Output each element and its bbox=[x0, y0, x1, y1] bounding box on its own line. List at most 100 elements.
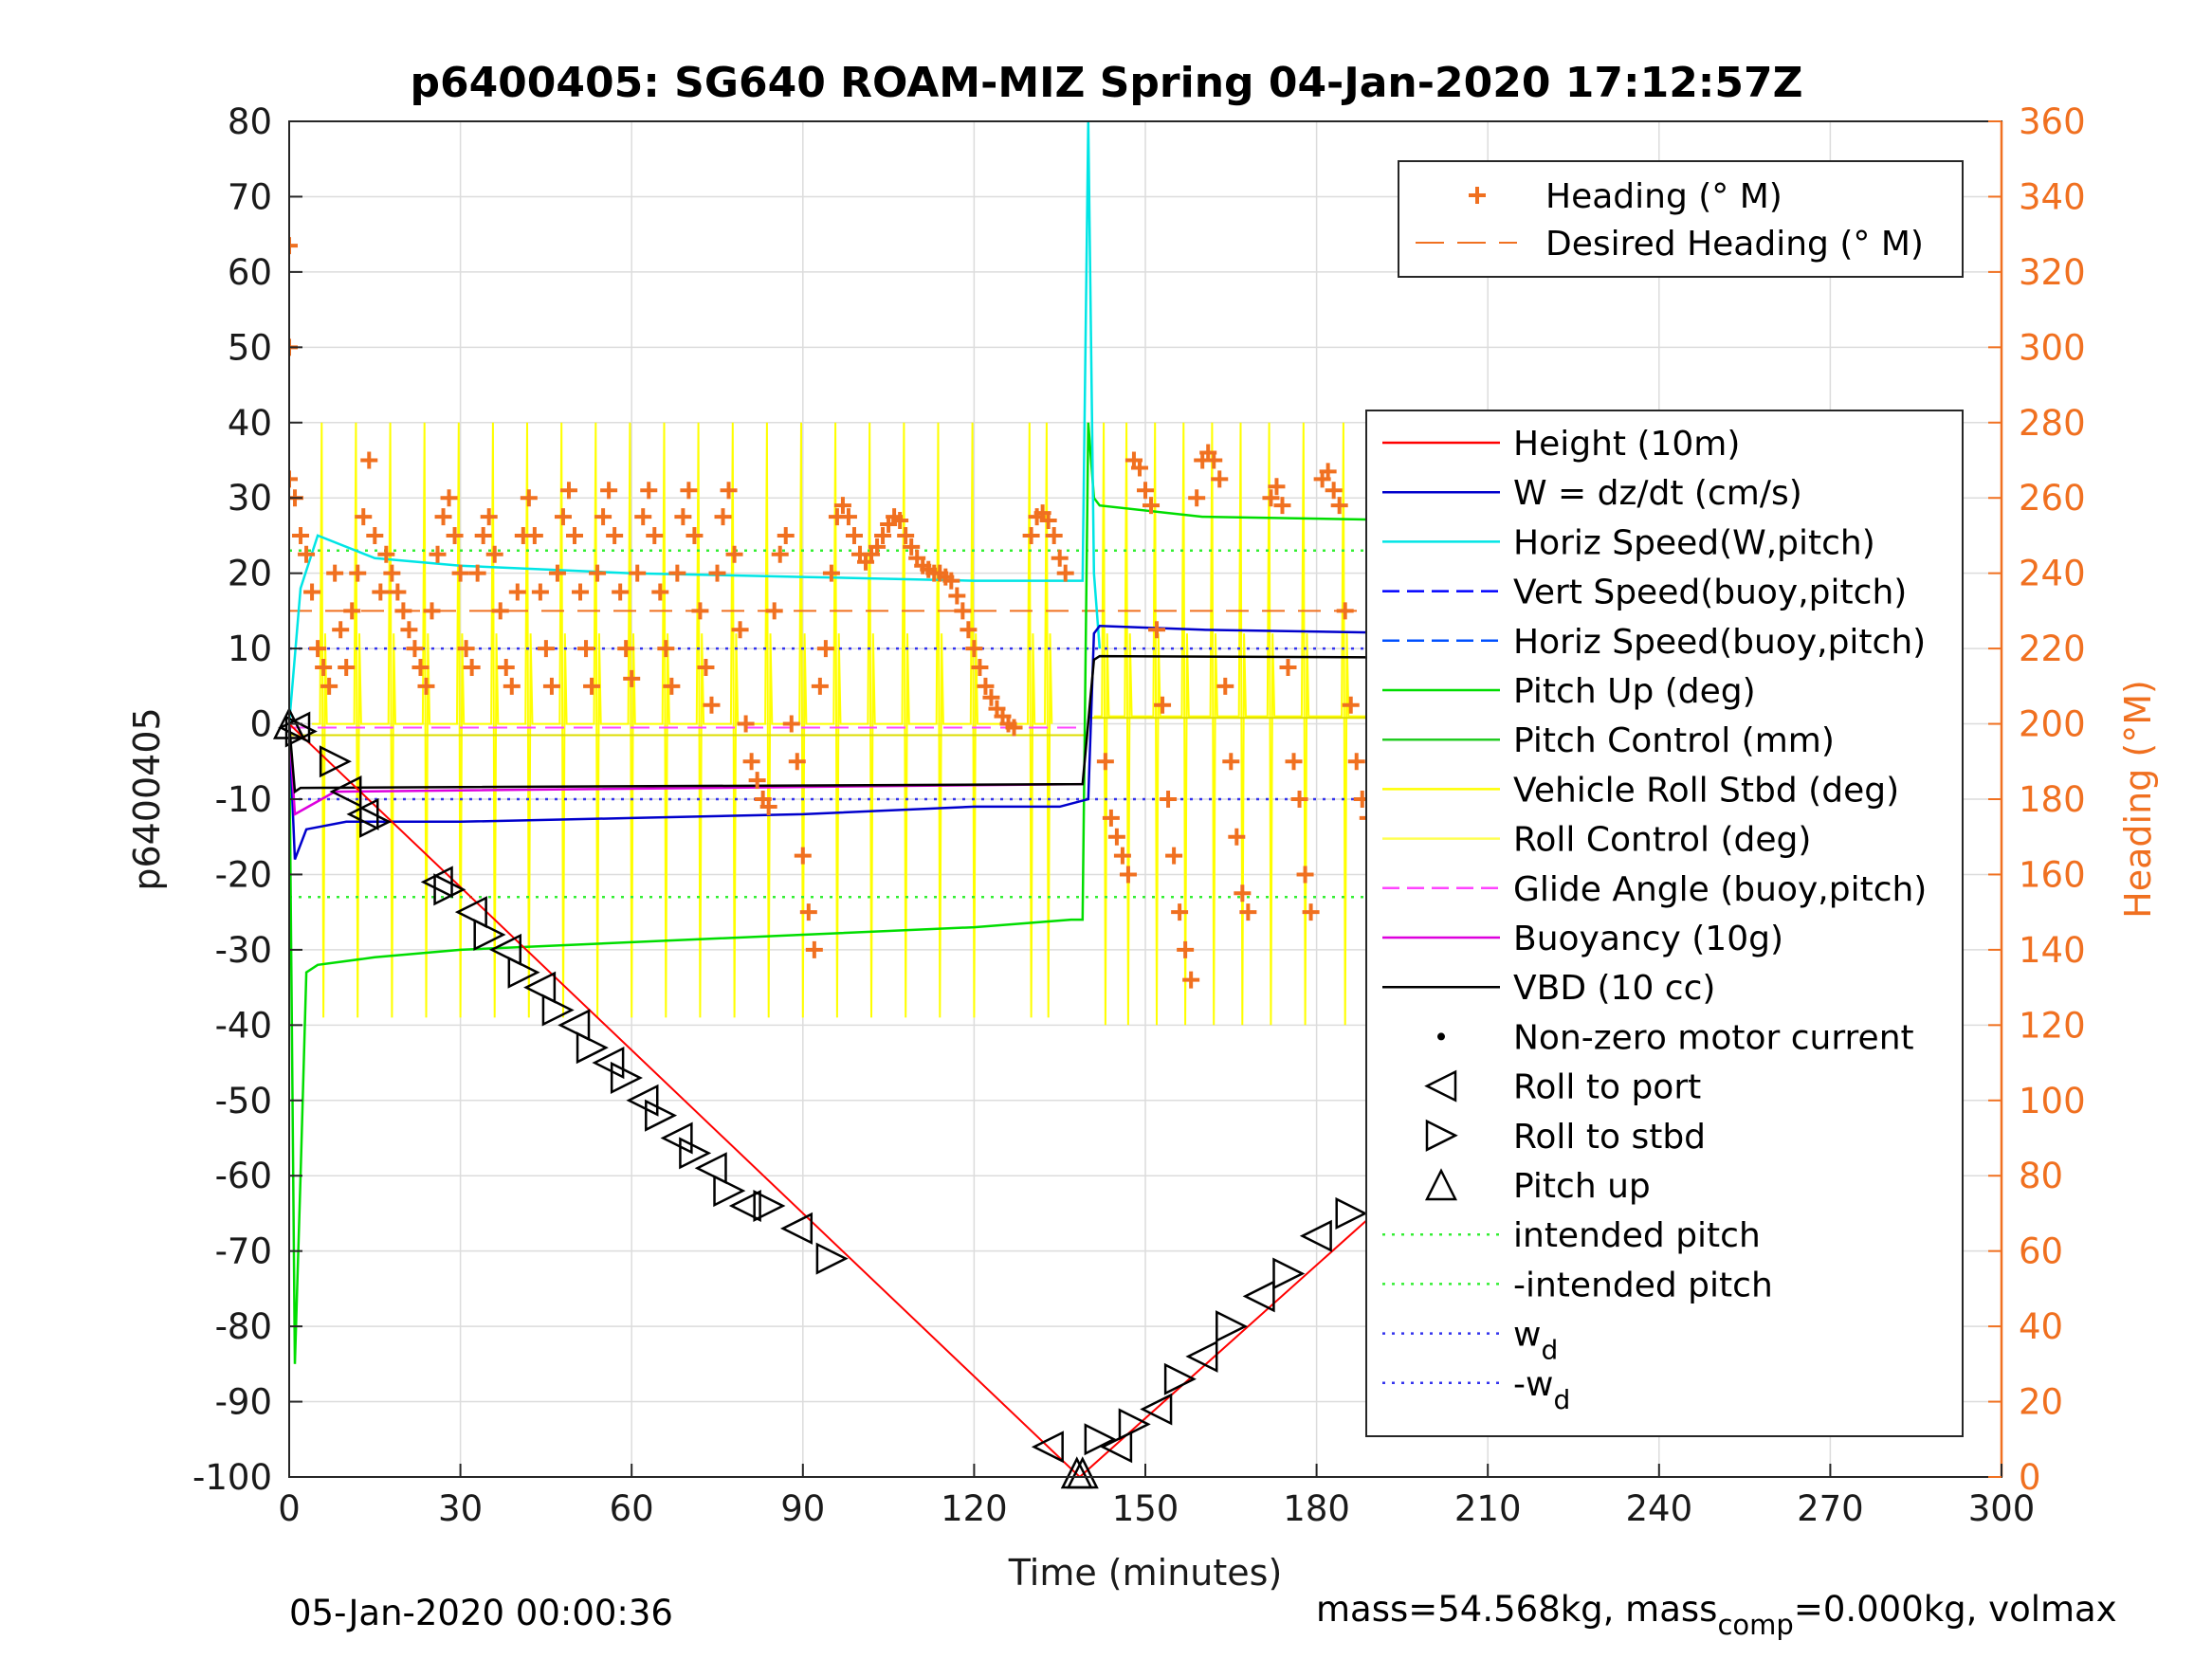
y2-tick-label: 60 bbox=[2019, 1231, 2063, 1272]
heading-point bbox=[537, 640, 555, 658]
x-tick-label: 240 bbox=[1625, 1488, 1692, 1529]
roll-to-stbd-marker bbox=[645, 1099, 678, 1132]
heading-point bbox=[737, 715, 755, 733]
y2-tick-label: 200 bbox=[2019, 704, 2086, 745]
heading-point bbox=[503, 677, 521, 695]
heading-point bbox=[805, 940, 823, 958]
y-tick-label: -50 bbox=[215, 1081, 272, 1121]
roll-to-stbd-marker bbox=[1163, 1362, 1197, 1395]
roll-to-stbd-marker bbox=[815, 1242, 849, 1275]
roll-to-stbd-marker bbox=[1272, 1257, 1306, 1290]
y2-tick-label: 100 bbox=[2019, 1081, 2086, 1121]
heading-point bbox=[298, 545, 316, 563]
x-tick-label: 60 bbox=[610, 1488, 654, 1529]
heading-point bbox=[891, 512, 909, 530]
heading-point bbox=[1347, 753, 1365, 771]
heading-point bbox=[942, 572, 960, 590]
heading-point bbox=[1211, 470, 1229, 488]
y2-tick-label: 260 bbox=[2019, 478, 2086, 519]
y2-axis-label: Heading (°M) bbox=[2117, 680, 2159, 919]
roll-to-port-marker bbox=[1299, 1219, 1332, 1252]
y-axis-ticks: 80 70 60 50 40 30 20 10 0 -10 -20 -30 -40 -50 -60 -70 -8… bbox=[192, 101, 302, 1498]
y2-tick-label: 180 bbox=[2019, 779, 2086, 820]
y-tick-label: 50 bbox=[228, 327, 272, 368]
heading-point bbox=[617, 640, 635, 658]
roll-to-stbd-marker bbox=[576, 1031, 609, 1065]
heading-point bbox=[771, 545, 789, 563]
legend-label: Pitch up bbox=[1513, 1167, 1651, 1206]
heading-point bbox=[708, 564, 726, 582]
heading-point bbox=[1005, 719, 1023, 737]
heading-point bbox=[782, 715, 800, 733]
heading-point bbox=[577, 640, 595, 658]
heading-point bbox=[292, 526, 310, 544]
roll-to-stbd-marker bbox=[679, 1137, 712, 1170]
legend-symbol bbox=[1437, 1032, 1445, 1041]
heading-point bbox=[1330, 497, 1348, 515]
heading-point bbox=[965, 640, 983, 658]
legend-label: VBD (10 cc) bbox=[1513, 969, 1715, 1008]
legend-main: Height (10m) W = dz/dt (cm/s) Horiz Speed(… bbox=[1365, 410, 1964, 1437]
vbd-series bbox=[289, 654, 1922, 794]
y-tick-label: -80 bbox=[215, 1306, 272, 1347]
legend-heading-label: Heading (° M) bbox=[1545, 177, 1782, 216]
heading-point bbox=[731, 621, 749, 639]
heading-point bbox=[1222, 753, 1240, 771]
heading-point bbox=[400, 621, 418, 639]
roll-to-stbd-marker bbox=[541, 994, 575, 1027]
heading-point bbox=[697, 658, 715, 676]
legend-label: Roll to port bbox=[1513, 1068, 1701, 1107]
y2-tick-label: 300 bbox=[2019, 327, 2086, 368]
heading-point bbox=[1143, 497, 1161, 515]
heading-point bbox=[1216, 677, 1234, 695]
x-tick-label: 300 bbox=[1968, 1488, 2036, 1529]
footer-datetime: 05-Jan-2020 00:00:36 bbox=[289, 1593, 673, 1633]
heading-point bbox=[320, 677, 338, 695]
heading-point bbox=[1285, 753, 1303, 771]
y-tick-label: 60 bbox=[228, 252, 272, 293]
heading-point bbox=[1262, 489, 1280, 507]
roll-to-port-marker bbox=[1100, 1431, 1133, 1464]
heading-point bbox=[474, 526, 492, 544]
legend-main-items: Height (10m) W = dz/dt (cm/s) Horiz Speed(… bbox=[1382, 425, 1927, 1415]
heading-point bbox=[982, 688, 1000, 706]
roll-to-port-marker bbox=[346, 797, 379, 830]
heading-point bbox=[434, 508, 452, 526]
y-tick-label: -90 bbox=[215, 1382, 272, 1423]
heading-point bbox=[788, 753, 806, 771]
y-tick-label: 80 bbox=[228, 101, 272, 142]
heading-point bbox=[759, 797, 777, 815]
heading-point bbox=[897, 526, 915, 544]
heading-point bbox=[366, 526, 384, 544]
heading-point bbox=[839, 508, 857, 526]
legend-top: Heading (° M) Desired Heading (° M) bbox=[1398, 160, 1964, 278]
x-tick-label: 210 bbox=[1454, 1488, 1522, 1529]
roll-series-dive bbox=[312, 422, 1053, 1018]
heading-point bbox=[816, 640, 834, 658]
y2-tick-label: 280 bbox=[2019, 403, 2086, 444]
heading-point bbox=[394, 602, 412, 620]
y2-tick-label: 160 bbox=[2019, 854, 2086, 895]
legend-label: -intended pitch bbox=[1513, 1266, 1773, 1304]
heading-point bbox=[1177, 940, 1195, 958]
heading-point bbox=[1130, 459, 1148, 477]
heading-point bbox=[457, 640, 475, 658]
y2-tick-label: 340 bbox=[2019, 176, 2086, 217]
legend-label: Horiz Speed(buoy,pitch) bbox=[1513, 623, 1926, 662]
heading-point bbox=[446, 526, 464, 544]
heading-point bbox=[289, 237, 298, 255]
heading-point bbox=[714, 508, 732, 526]
y2-tick-label: 40 bbox=[2019, 1306, 2063, 1347]
heading-point bbox=[332, 621, 350, 639]
roll-to-stbd-marker bbox=[1084, 1423, 1117, 1456]
heading-point bbox=[349, 564, 367, 582]
legend-main-box bbox=[1365, 410, 1964, 1437]
legend-label: Vehicle Roll Stbd (deg) bbox=[1513, 771, 1899, 810]
y-tick-label: -10 bbox=[215, 779, 272, 820]
legend-heading-symbol bbox=[1469, 187, 1486, 204]
heading-point bbox=[903, 538, 921, 556]
legend-label: Height (10m) bbox=[1513, 425, 1740, 464]
heading-point bbox=[1342, 696, 1360, 714]
heading-point bbox=[491, 602, 509, 620]
